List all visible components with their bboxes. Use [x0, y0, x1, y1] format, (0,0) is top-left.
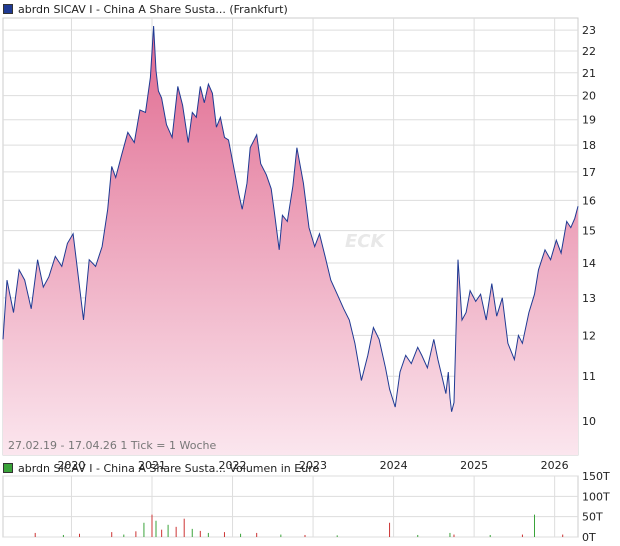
price-line [2, 25, 579, 412]
price-y-tick-label: 13 [582, 292, 596, 305]
volume-y-tick-label: 50T [582, 511, 603, 524]
volume-y-tick-label: 0T [582, 531, 596, 544]
price-y-tick-label: 17 [582, 166, 596, 179]
price-y-tick-label: 18 [582, 139, 596, 152]
watermark: ECK [345, 231, 387, 252]
price-y-tick-label: 11 [582, 370, 596, 383]
volume-legend: abrdn SICAV I - China A Share Susta... V… [3, 461, 319, 475]
price-y-tick-label: 16 [582, 194, 596, 207]
volume-y-tick-label: 100T [582, 490, 610, 503]
price-y-tick-label: 14 [582, 257, 596, 270]
price-y-tick-label: 12 [582, 329, 596, 342]
price-x-tick-label: 2023 [299, 459, 327, 472]
range-info: 27.02.19 - 17.04.26 1 Tick = 1 Woche [8, 439, 216, 452]
price-y-tick-label: 15 [582, 225, 596, 238]
volume-legend-swatch [3, 463, 13, 473]
price-legend-swatch [3, 4, 13, 14]
price-x-tick-label: 2022 [219, 459, 247, 472]
price-x-tick-label: 2024 [380, 459, 408, 472]
volume-chart: 150T 100T 50T 0T [2, 470, 610, 544]
volume-plot-frame [2, 475, 579, 538]
price-area-fill [3, 26, 578, 455]
price-y-tick-label: 22 [582, 45, 596, 58]
price-y-tick-label: 19 [582, 114, 596, 127]
price-y-tick-label: 10 [582, 415, 596, 428]
price-x-tick-label: 2021 [138, 459, 166, 472]
price-x-tick-label: 2025 [460, 459, 488, 472]
volume-y-tick-label: 150T [582, 470, 610, 483]
volume-chart-title: abrdn SICAV I - China A Share Susta... V… [18, 461, 320, 475]
price-y-tick-label: 21 [582, 67, 596, 80]
price-legend: abrdn SICAV I - China A Share Susta... (… [3, 2, 288, 16]
price-x-tick-label: 2020 [57, 459, 85, 472]
price-chart-title: abrdn SICAV I - China A Share Susta... (… [18, 2, 288, 16]
price-x-tick-label: 2026 [541, 459, 569, 472]
price-y-tick-label: 20 [582, 90, 596, 103]
price-y-tick-label: 23 [582, 24, 596, 37]
